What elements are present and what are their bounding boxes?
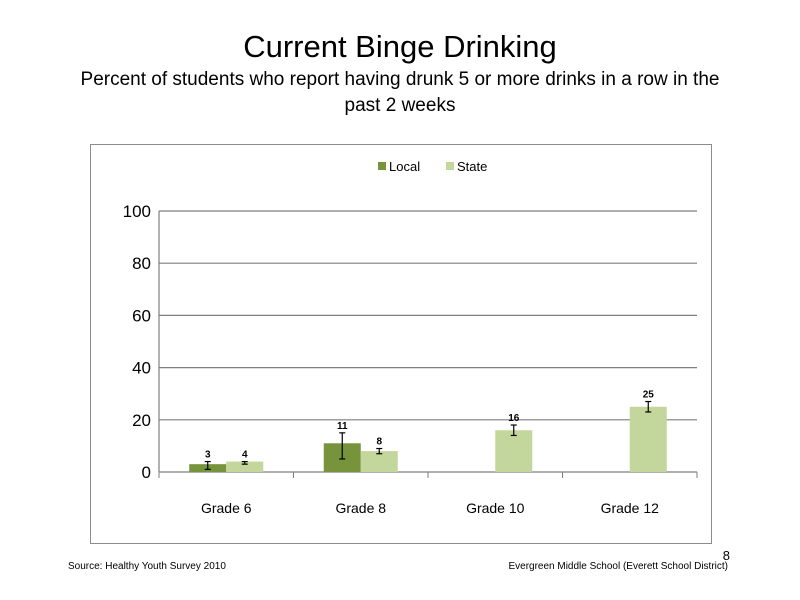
y-tick-label-20: 20 <box>132 411 151 430</box>
chart-area: 0 20 40 60 80 100 Grade 6 Grade 8 Grade 10 Grade … <box>90 144 712 544</box>
data-label-local-2: 11 <box>337 421 348 432</box>
x-tick-label-2: Grade 8 <box>335 500 386 516</box>
x-tick-label-3: Grade 10 <box>466 500 525 516</box>
y-tick-label-80: 80 <box>132 254 151 273</box>
bar-state-4 <box>629 406 667 472</box>
y-tick-label-100: 100 <box>123 202 151 221</box>
legend-label-state: State <box>457 159 487 174</box>
x-tick-label-4: Grade 12 <box>601 500 660 516</box>
data-label-state-2: 8 <box>376 437 382 448</box>
slide-number: 8 <box>722 548 730 563</box>
y-tick-label-60: 60 <box>132 306 151 325</box>
y-tick-label-0: 0 <box>142 463 151 482</box>
bar-chart: 0 20 40 60 80 100 Grade 6 Grade 8 Grade 10 Grade … <box>123 159 698 516</box>
bar-state-3 <box>495 430 533 472</box>
data-label-local-1: 3 <box>205 450 211 461</box>
slide-subtitle: Percent of students who report having dr… <box>80 69 720 116</box>
x-tick-label-1: Grade 6 <box>201 500 252 516</box>
y-tick-label-40: 40 <box>132 359 151 378</box>
source-note: Source: Healthy Youth Survey 2010 <box>68 561 226 572</box>
data-label-state-3: 16 <box>508 413 520 424</box>
school-name: Evergreen Middle School (Everett School … <box>508 561 728 572</box>
legend-label-local: Local <box>389 159 420 174</box>
legend-swatch-local <box>378 162 386 170</box>
data-label-state-1: 4 <box>242 450 248 461</box>
data-label-state-4: 25 <box>643 390 655 401</box>
bar-state-1 <box>226 461 264 472</box>
legend-swatch-state <box>446 162 454 170</box>
slide-title: Current Binge Drinking <box>243 29 557 64</box>
bar-state-2 <box>360 451 398 472</box>
